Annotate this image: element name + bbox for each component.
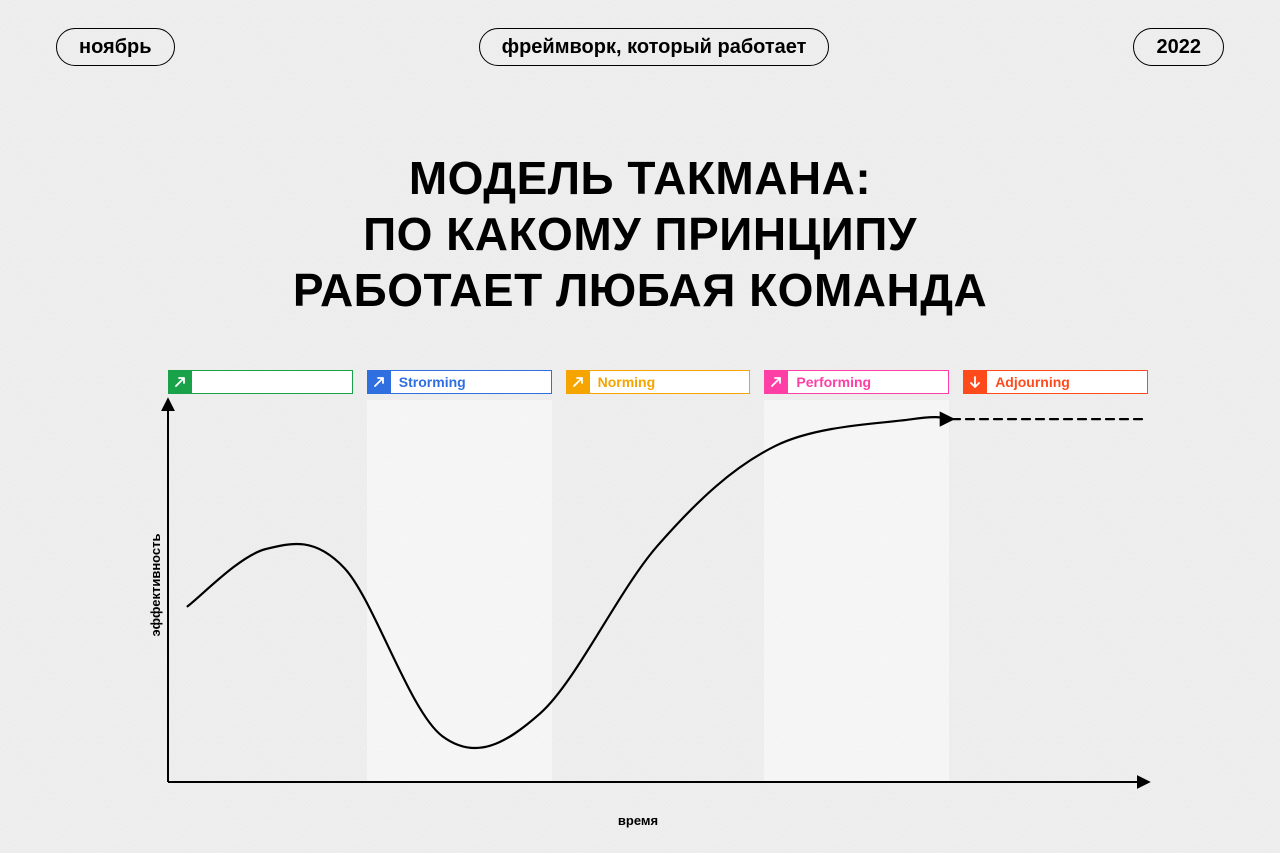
- stage-label: Forming: [192, 370, 353, 394]
- stage-label: Adjourning: [987, 370, 1148, 394]
- stage-label: Norming: [590, 370, 751, 394]
- stage-forming: Forming: [168, 370, 353, 394]
- tuckman-chart: эффективность время FormingStrormingNorm…: [128, 370, 1148, 800]
- x-axis-label: время: [128, 813, 1148, 828]
- arrow-up-icon: [367, 370, 391, 394]
- stage-label: Performing: [788, 370, 949, 394]
- page: ноябрь фреймворк, который работает 2022 …: [0, 0, 1280, 853]
- stage-strorming: Strorming: [367, 370, 552, 394]
- header: ноябрь фреймворк, который работает 2022: [0, 28, 1280, 66]
- stage-performing: Performing: [764, 370, 949, 394]
- page-title: МОДЕЛЬ ТАКМАНА: ПО КАКОМУ ПРИНЦИПУ РАБОТ…: [0, 150, 1280, 318]
- stage-norming: Norming: [566, 370, 751, 394]
- pill-month: ноябрь: [56, 28, 175, 66]
- effectiveness-curve: [168, 400, 1148, 782]
- arrow-down-icon: [963, 370, 987, 394]
- stage-adjourning: Adjourning: [963, 370, 1148, 394]
- y-axis-label: эффективность: [148, 533, 163, 636]
- pill-subtitle: фреймворк, который работает: [479, 28, 830, 66]
- stage-tabs: Forming Strorming Norming Performing Adjourn…: [168, 370, 1148, 394]
- plot-area: [168, 400, 1148, 782]
- title-line-2: ПО КАКОМУ ПРИНЦИПУ: [0, 206, 1280, 262]
- stage-label: Strorming: [391, 370, 552, 394]
- arrow-up-icon: [566, 370, 590, 394]
- arrow-up-icon: [168, 370, 192, 394]
- title-line-1: МОДЕЛЬ ТАКМАНА:: [0, 150, 1280, 206]
- pill-year: 2022: [1133, 28, 1224, 66]
- arrow-up-icon: [764, 370, 788, 394]
- title-line-3: РАБОТАЕТ ЛЮБАЯ КОМАНДА: [0, 262, 1280, 318]
